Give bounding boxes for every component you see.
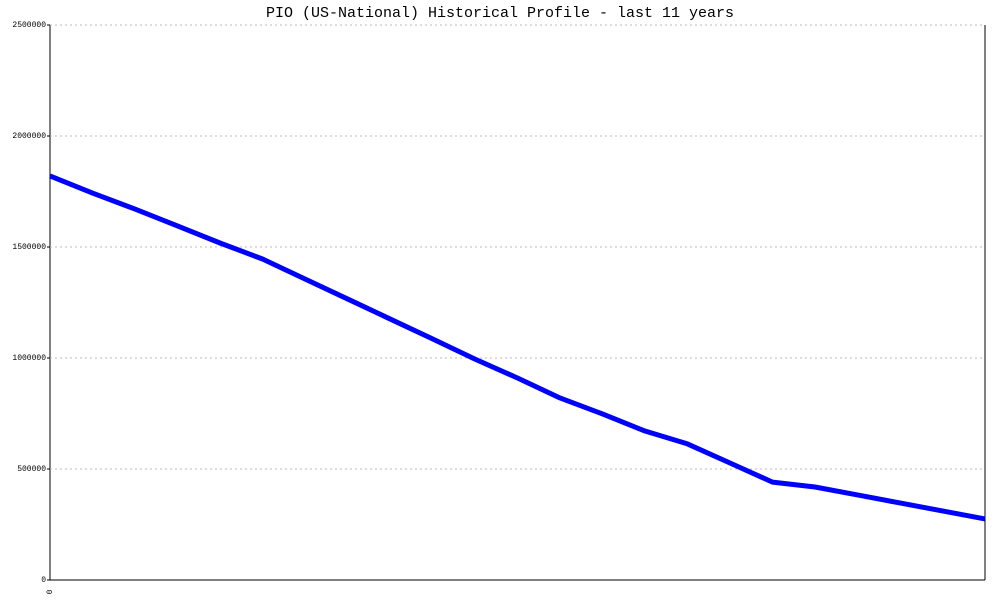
y-tick-label: 1000000 bbox=[12, 354, 46, 363]
y-tick-label: 2500000 bbox=[12, 21, 46, 30]
y-tick-label: 2000000 bbox=[12, 132, 46, 141]
x-tick-label: 0 bbox=[46, 589, 55, 594]
y-tick-label: 1500000 bbox=[12, 243, 46, 252]
y-tick-label: 500000 bbox=[17, 465, 46, 474]
chart-title: PIO (US-National) Historical Profile - l… bbox=[266, 5, 734, 22]
data-line bbox=[49, 173, 986, 522]
y-tick-label: 0 bbox=[41, 576, 46, 585]
